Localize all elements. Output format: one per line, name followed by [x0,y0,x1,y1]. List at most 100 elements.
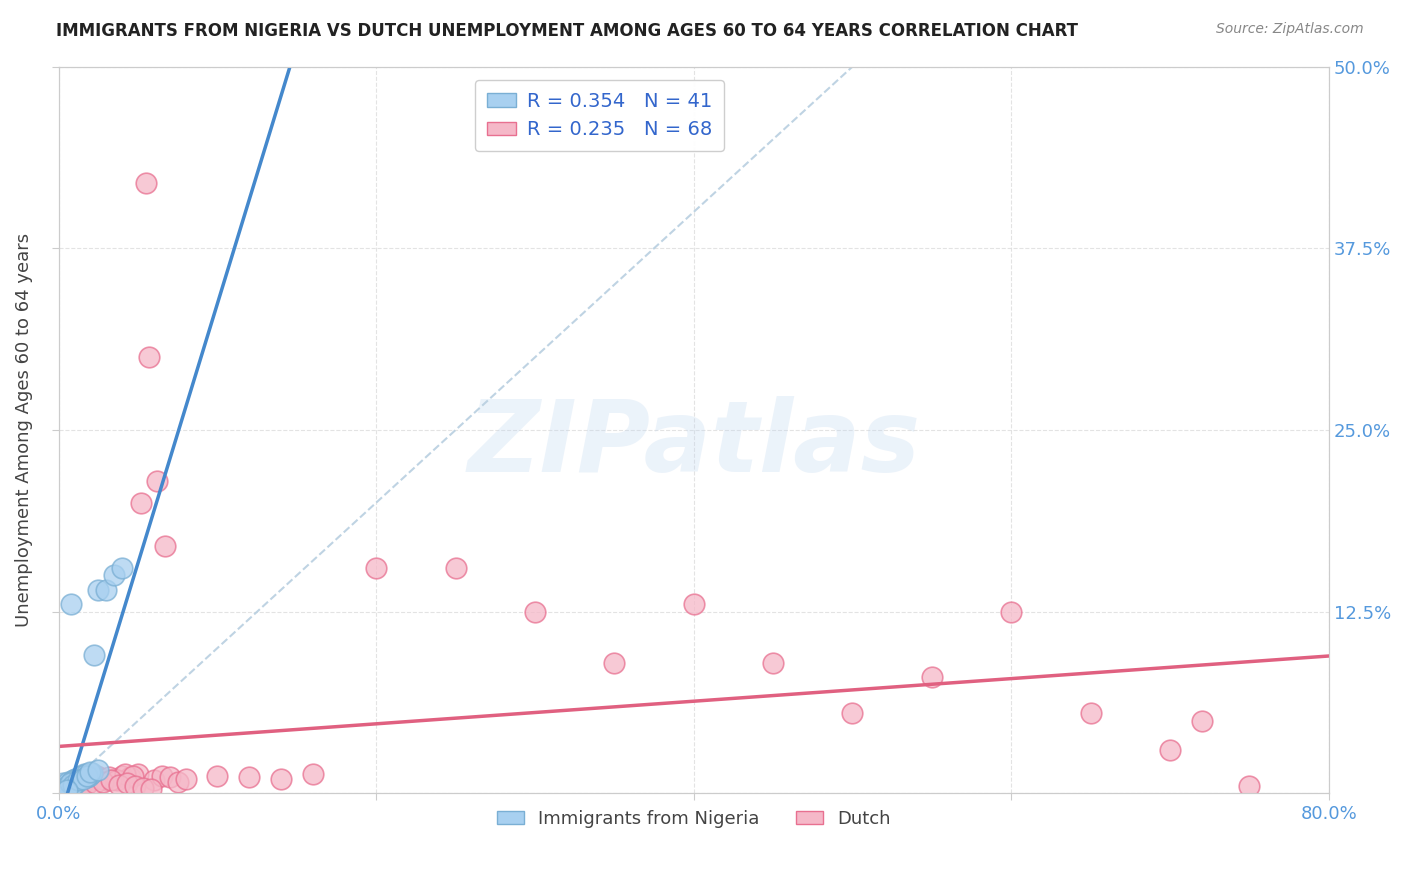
Point [59,776,82,790]
Point [91,774,114,789]
Point [90,772,112,786]
Text: IMMIGRANTS FROM NIGERIA VS DUTCH UNEMPLOYMENT AMONG AGES 60 TO 64 YEARS CORRELAT: IMMIGRANTS FROM NIGERIA VS DUTCH UNEMPLO… [56,22,1078,40]
Point [60,598,83,612]
Text: Source: ZipAtlas.com: Source: ZipAtlas.com [1216,22,1364,37]
Point [63,773,86,788]
Text: ZIPatlas: ZIPatlas [467,396,921,493]
Point [60,782,83,797]
Point [53,783,76,797]
Point [70,769,93,783]
Point [67,773,90,788]
Point [159,770,181,784]
Point [63,780,86,795]
Point [111,561,134,575]
Point [59,778,82,792]
Point [142,773,165,788]
Point [53,783,76,797]
Point [127,767,149,781]
Point [52,782,75,797]
Point [103,568,125,582]
Point [96,773,118,788]
Point [63,772,86,786]
Point [146,474,169,488]
Point [366,561,388,575]
Point [80,770,103,784]
Point [65,776,87,790]
Point [841,706,863,721]
Point [76,776,98,790]
Point [301,767,323,781]
Legend: Immigrants from Nigeria, Dutch: Immigrants from Nigeria, Dutch [489,803,898,835]
Point [76,770,98,784]
Point [150,769,173,783]
Point [72,772,94,786]
Point [51,783,73,797]
Point [111,769,134,783]
Point [138,351,160,365]
Point [72,774,94,789]
Point [103,772,125,786]
Point [108,778,131,792]
Point [96,582,118,597]
Point [63,776,86,790]
Point [107,773,129,788]
Point [682,598,704,612]
Point [174,772,197,786]
Point [79,767,101,781]
Point [75,767,97,781]
Point [80,766,103,780]
Point [86,769,108,783]
Y-axis label: Unemployment Among Ages 60 to 64 years: Unemployment Among Ages 60 to 64 years [15,233,32,627]
Point [135,176,157,190]
Point [153,539,176,553]
Point [67,770,90,784]
Point [55,783,77,797]
Point [60,774,83,789]
Point [603,656,626,670]
Point [87,582,110,597]
Point [60,780,83,795]
Point [62,778,84,792]
Point [120,770,142,784]
Point [51,782,73,797]
Point [98,770,121,784]
Point [70,779,93,793]
Point [114,767,136,781]
Point [444,561,467,575]
Point [129,496,152,510]
Point [207,769,229,783]
Point [84,776,107,790]
Point [66,772,89,786]
Point [62,773,84,788]
Point [115,776,138,790]
Point [921,670,943,684]
Point [83,772,105,786]
Point [76,769,98,783]
Point [132,780,155,795]
Point [1239,779,1261,793]
Point [523,605,546,619]
Point [1080,706,1102,721]
Point [49,785,72,799]
Point [73,767,96,781]
Point [79,764,101,779]
Point [1191,714,1213,728]
Point [52,782,75,797]
Point [75,778,97,792]
Point [77,769,100,783]
Point [59,782,82,797]
Point [66,773,89,788]
Point [72,769,94,783]
Point [1000,605,1022,619]
Point [762,656,785,670]
Point [1159,743,1181,757]
Point [52,776,75,790]
Point [100,773,122,788]
Point [87,763,110,777]
Point [270,772,292,786]
Point [83,648,105,663]
Point [87,770,110,784]
Point [122,769,145,783]
Point [66,778,89,792]
Point [55,779,77,793]
